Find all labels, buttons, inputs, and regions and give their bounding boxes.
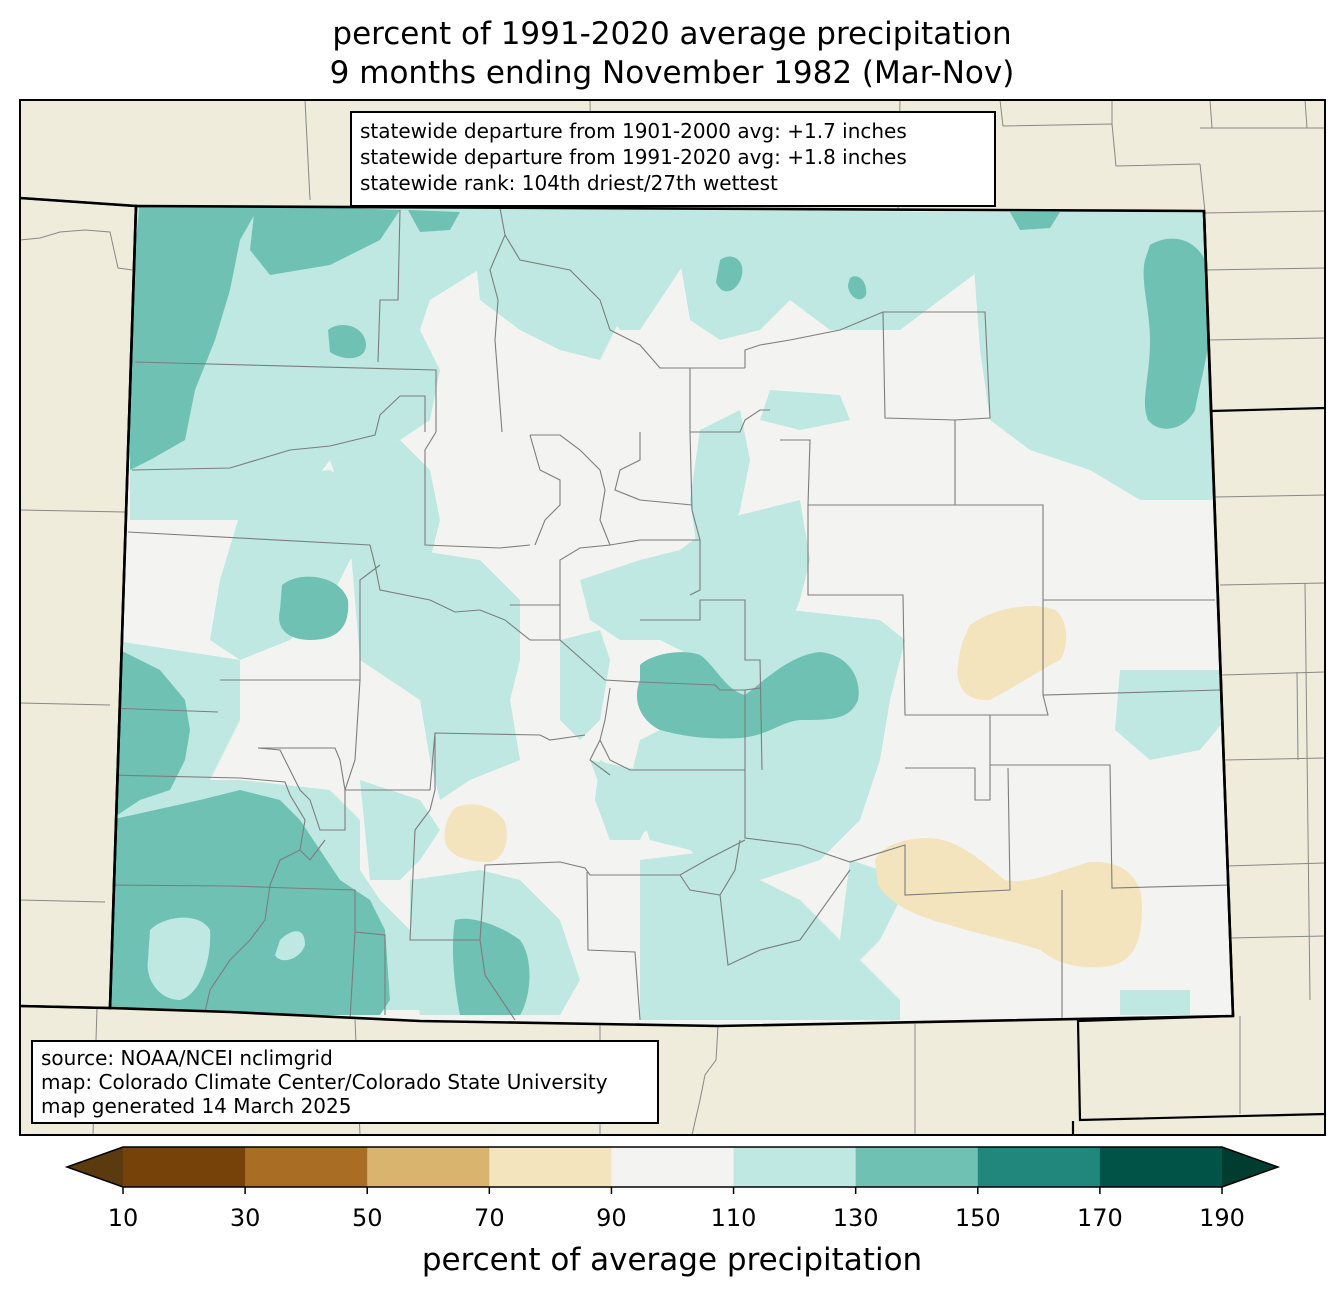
colorbar-extend-high — [1222, 1147, 1278, 1187]
colorbar-tick-label: 70 — [474, 1204, 505, 1232]
stat-line-1901-2000: statewide departure from 1901-2000 avg: … — [360, 119, 907, 143]
map-frame — [19, 99, 1326, 1136]
colorbar-swatch — [489, 1147, 612, 1187]
colorbar-swatch — [733, 1147, 857, 1187]
colorbar-tick-label: 110 — [710, 1204, 757, 1232]
map-title-line1: percent of 1991-2020 average precipitati… — [332, 16, 1012, 52]
generated-date-line: map generated 14 March 2025 — [41, 1094, 352, 1118]
colorbar-tick-label: 90 — [596, 1204, 627, 1232]
colorbar — [64, 1146, 1281, 1194]
statewide-stats-box: statewide departure from 1901-2000 avg: … — [350, 111, 996, 207]
colorbar-swatch — [367, 1147, 490, 1187]
colorbar-swatch — [1099, 1147, 1223, 1187]
colorbar-swatch — [855, 1147, 979, 1187]
source-box: source: NOAA/NCEI nclimgrid map: Colorad… — [31, 1040, 659, 1124]
colorbar-tick-label: 10 — [107, 1204, 139, 1232]
colorbar-swatch — [977, 1147, 1101, 1187]
colorbar-extend-low — [67, 1147, 123, 1187]
colorbar-swatch — [245, 1147, 368, 1187]
map-title-line2: 9 months ending November 1982 (Mar-Nov) — [329, 55, 1015, 91]
colorbar-tick-label: 130 — [832, 1204, 879, 1232]
stat-line-1991-2020: statewide departure from 1991-2020 avg: … — [360, 145, 907, 169]
colorbar-tick-label: 170 — [1076, 1204, 1123, 1232]
source-line: source: NOAA/NCEI nclimgrid — [41, 1046, 333, 1070]
colorbar-tick-label: 190 — [1199, 1204, 1245, 1232]
colorbar-tick-label: 30 — [229, 1204, 261, 1232]
colorbar-swatch — [611, 1147, 735, 1187]
colorbar-tick-label: 50 — [351, 1204, 383, 1232]
colorbar-swatch — [123, 1147, 246, 1187]
map-credit-line: map: Colorado Climate Center/Colorado St… — [41, 1070, 608, 1094]
colorado-precip-field — [110, 206, 1233, 1026]
colorbar-label: percent of average precipitation — [421, 1242, 923, 1278]
colorbar-tick-label: 150 — [954, 1204, 1001, 1232]
stat-line-rank: statewide rank: 104th driest/27th wettes… — [360, 171, 778, 195]
